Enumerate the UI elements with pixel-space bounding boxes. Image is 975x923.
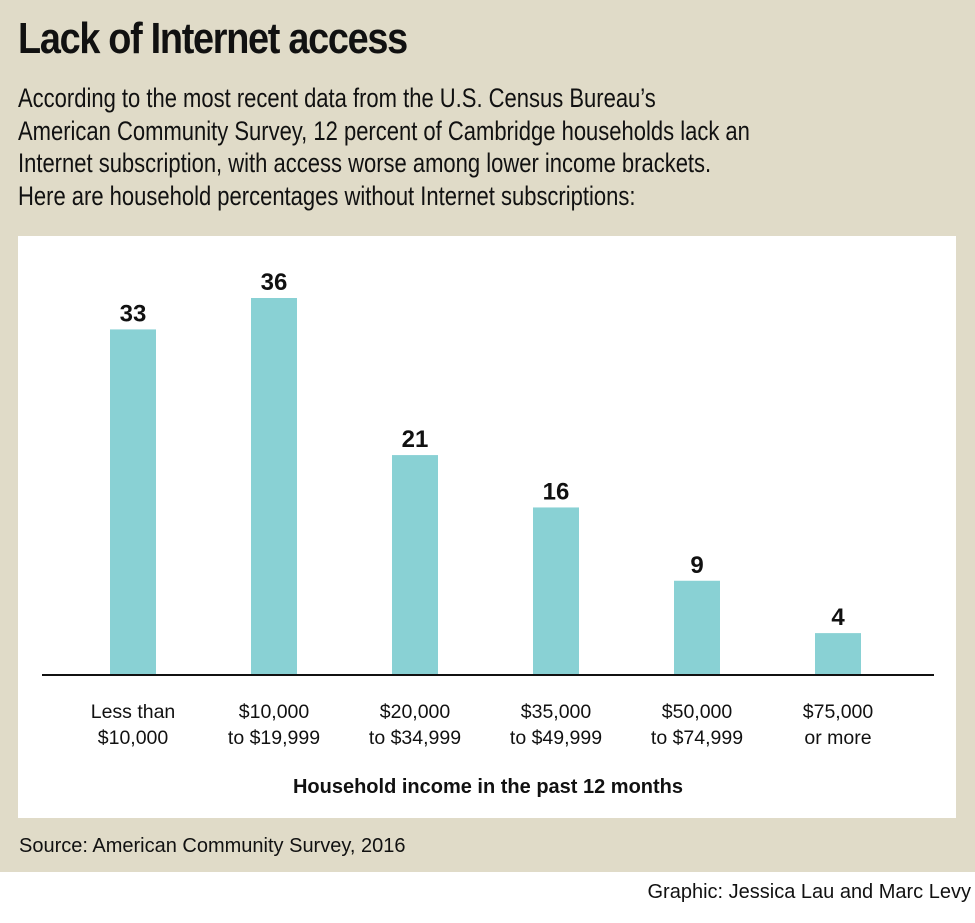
x-tick-label: or more (804, 727, 871, 749)
x-tick-label: $20,000 (380, 701, 451, 723)
data-label: 16 (543, 478, 570, 505)
graphic-credit: Graphic: Jessica Lau and Marc Levy (647, 881, 972, 903)
data-label: 33 (120, 300, 147, 327)
bar (533, 507, 579, 675)
source-note: Source: American Community Survey, 2016 (19, 835, 406, 857)
x-tick-label: to $49,999 (510, 727, 602, 749)
page-title: Lack of Internet access (18, 14, 408, 63)
x-tick-label: $10,000 (239, 701, 310, 723)
data-label: 4 (831, 604, 845, 631)
x-axis-title: Household income in the past 12 months (293, 776, 683, 798)
x-tick-label: to $74,999 (651, 727, 743, 749)
bar (251, 298, 297, 675)
x-tick-label: to $19,999 (228, 727, 320, 749)
x-tick-label: Less than (91, 701, 176, 723)
intro-line: Internet subscription, with access worse… (18, 148, 712, 178)
x-tick-label: $75,000 (803, 701, 874, 723)
bar (674, 580, 720, 675)
x-tick-label: to $34,999 (369, 727, 461, 749)
data-label: 36 (261, 269, 288, 296)
chart-panel: 33 Less than $10,000 36 $10,000 to $19,999 21 $… (18, 236, 956, 818)
intro-text: According to the most recent data from t… (18, 82, 948, 212)
labels-group: 33 Less than $10,000 36 $10,000 to $19,999 21 $… (91, 269, 874, 749)
x-tick-label: $50,000 (662, 701, 733, 723)
x-tick-label: $10,000 (98, 727, 169, 749)
bar (110, 329, 156, 675)
bar-chart: 33 Less than $10,000 36 $10,000 to $19,999 21 $… (42, 269, 934, 798)
bar (815, 633, 861, 675)
data-label: 9 (690, 552, 703, 579)
x-tick-label: $35,000 (521, 701, 592, 723)
bars-group (110, 298, 861, 675)
intro-line: Here are household percentages without I… (18, 180, 636, 211)
bar (392, 455, 438, 675)
data-label: 21 (402, 426, 429, 453)
intro-line: According to the most recent data from t… (18, 83, 656, 113)
intro-line: American Community Survey, 12 percent of… (18, 115, 750, 146)
